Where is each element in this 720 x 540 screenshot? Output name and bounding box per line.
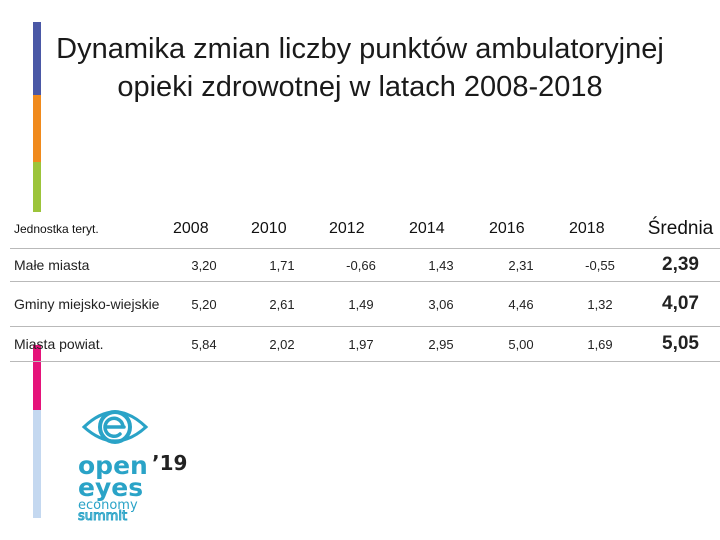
row-label: Małe miasta	[14, 256, 90, 273]
accent-stripe-blue	[33, 22, 41, 95]
table-cell: 1,32	[587, 296, 613, 312]
open-eyes-logo: open ’19 eyes economy summit	[77, 403, 188, 525]
average-cell: 2,39	[662, 254, 699, 275]
table-row: Miasta powiat. 5,84 2,02 1,97 2,95 5,00 …	[10, 326, 720, 362]
row-label: Gminy miejsko-wiejskie	[14, 295, 160, 312]
table-row: Gminy miejsko-wiejskie 5,20 2,61 1,49 3,…	[10, 281, 720, 327]
table-cell: 3,06	[428, 296, 454, 312]
table-cell: -0,66	[346, 257, 376, 273]
table-row: Małe miasta 3,20 1,71 -0,66 1,43 2,31 -0…	[10, 248, 720, 282]
header-year-2010: 2010	[251, 220, 287, 237]
table-header-row: Jednostka teryt. 2008 2010 2012 2014 201…	[10, 210, 720, 249]
table-cell: 5,20	[191, 296, 217, 312]
logo-word-summit: summit	[77, 509, 128, 525]
table-cell: 1,69	[587, 336, 613, 352]
table-cell: -0,55	[585, 257, 615, 273]
header-year-2008: 2008	[173, 220, 209, 237]
table-cell: 2,02	[269, 336, 295, 352]
slide-title-line-2: opieki zdrowotnej w latach 2008-2018	[117, 71, 603, 103]
row-label: Miasta powiat.	[14, 335, 104, 352]
table-cell: 1,71	[269, 257, 295, 273]
table-cell: 2,31	[508, 257, 534, 273]
header-year-2012: 2012	[329, 220, 365, 237]
slide-title-line-1: Dynamika zmian liczby punktów ambulatory…	[56, 33, 664, 65]
eye-e-icon	[81, 410, 149, 444]
header-year-2014: 2014	[409, 220, 445, 237]
table-cell: 3,20	[191, 257, 217, 273]
header-unit: Jednostka teryt.	[14, 222, 99, 236]
table-cell: 5,84	[191, 336, 217, 352]
logo-word-open: open	[78, 451, 148, 480]
logo-word-economy: economy	[78, 498, 138, 513]
accent-stripe-green	[33, 162, 41, 212]
accent-stripe-pink	[33, 345, 41, 410]
average-cell: 4,07	[662, 293, 699, 314]
data-table: Jednostka teryt. 2008 2010 2012 2014 201…	[10, 210, 720, 362]
logo-word-eyes: eyes	[78, 473, 144, 502]
header-year-2018: 2018	[569, 220, 605, 237]
average-cell: 5,05	[662, 333, 699, 354]
table-cell: 4,46	[508, 296, 534, 312]
logo-year: ’19	[152, 451, 188, 475]
slide-title: Dynamika zmian liczby punktów ambulatory…	[40, 30, 680, 106]
table-cell: 1,97	[348, 336, 374, 352]
header-year-2016: 2016	[489, 220, 525, 237]
table-cell: 2,95	[428, 336, 454, 352]
header-average: Średnia	[647, 218, 714, 239]
table-cell: 1,43	[428, 257, 454, 273]
accent-stripe-light	[33, 410, 41, 518]
table-cell: 5,00	[508, 336, 534, 352]
table-cell: 2,61	[269, 296, 295, 312]
table-cell: 1,49	[348, 296, 374, 312]
accent-stripe-orange	[33, 95, 41, 162]
